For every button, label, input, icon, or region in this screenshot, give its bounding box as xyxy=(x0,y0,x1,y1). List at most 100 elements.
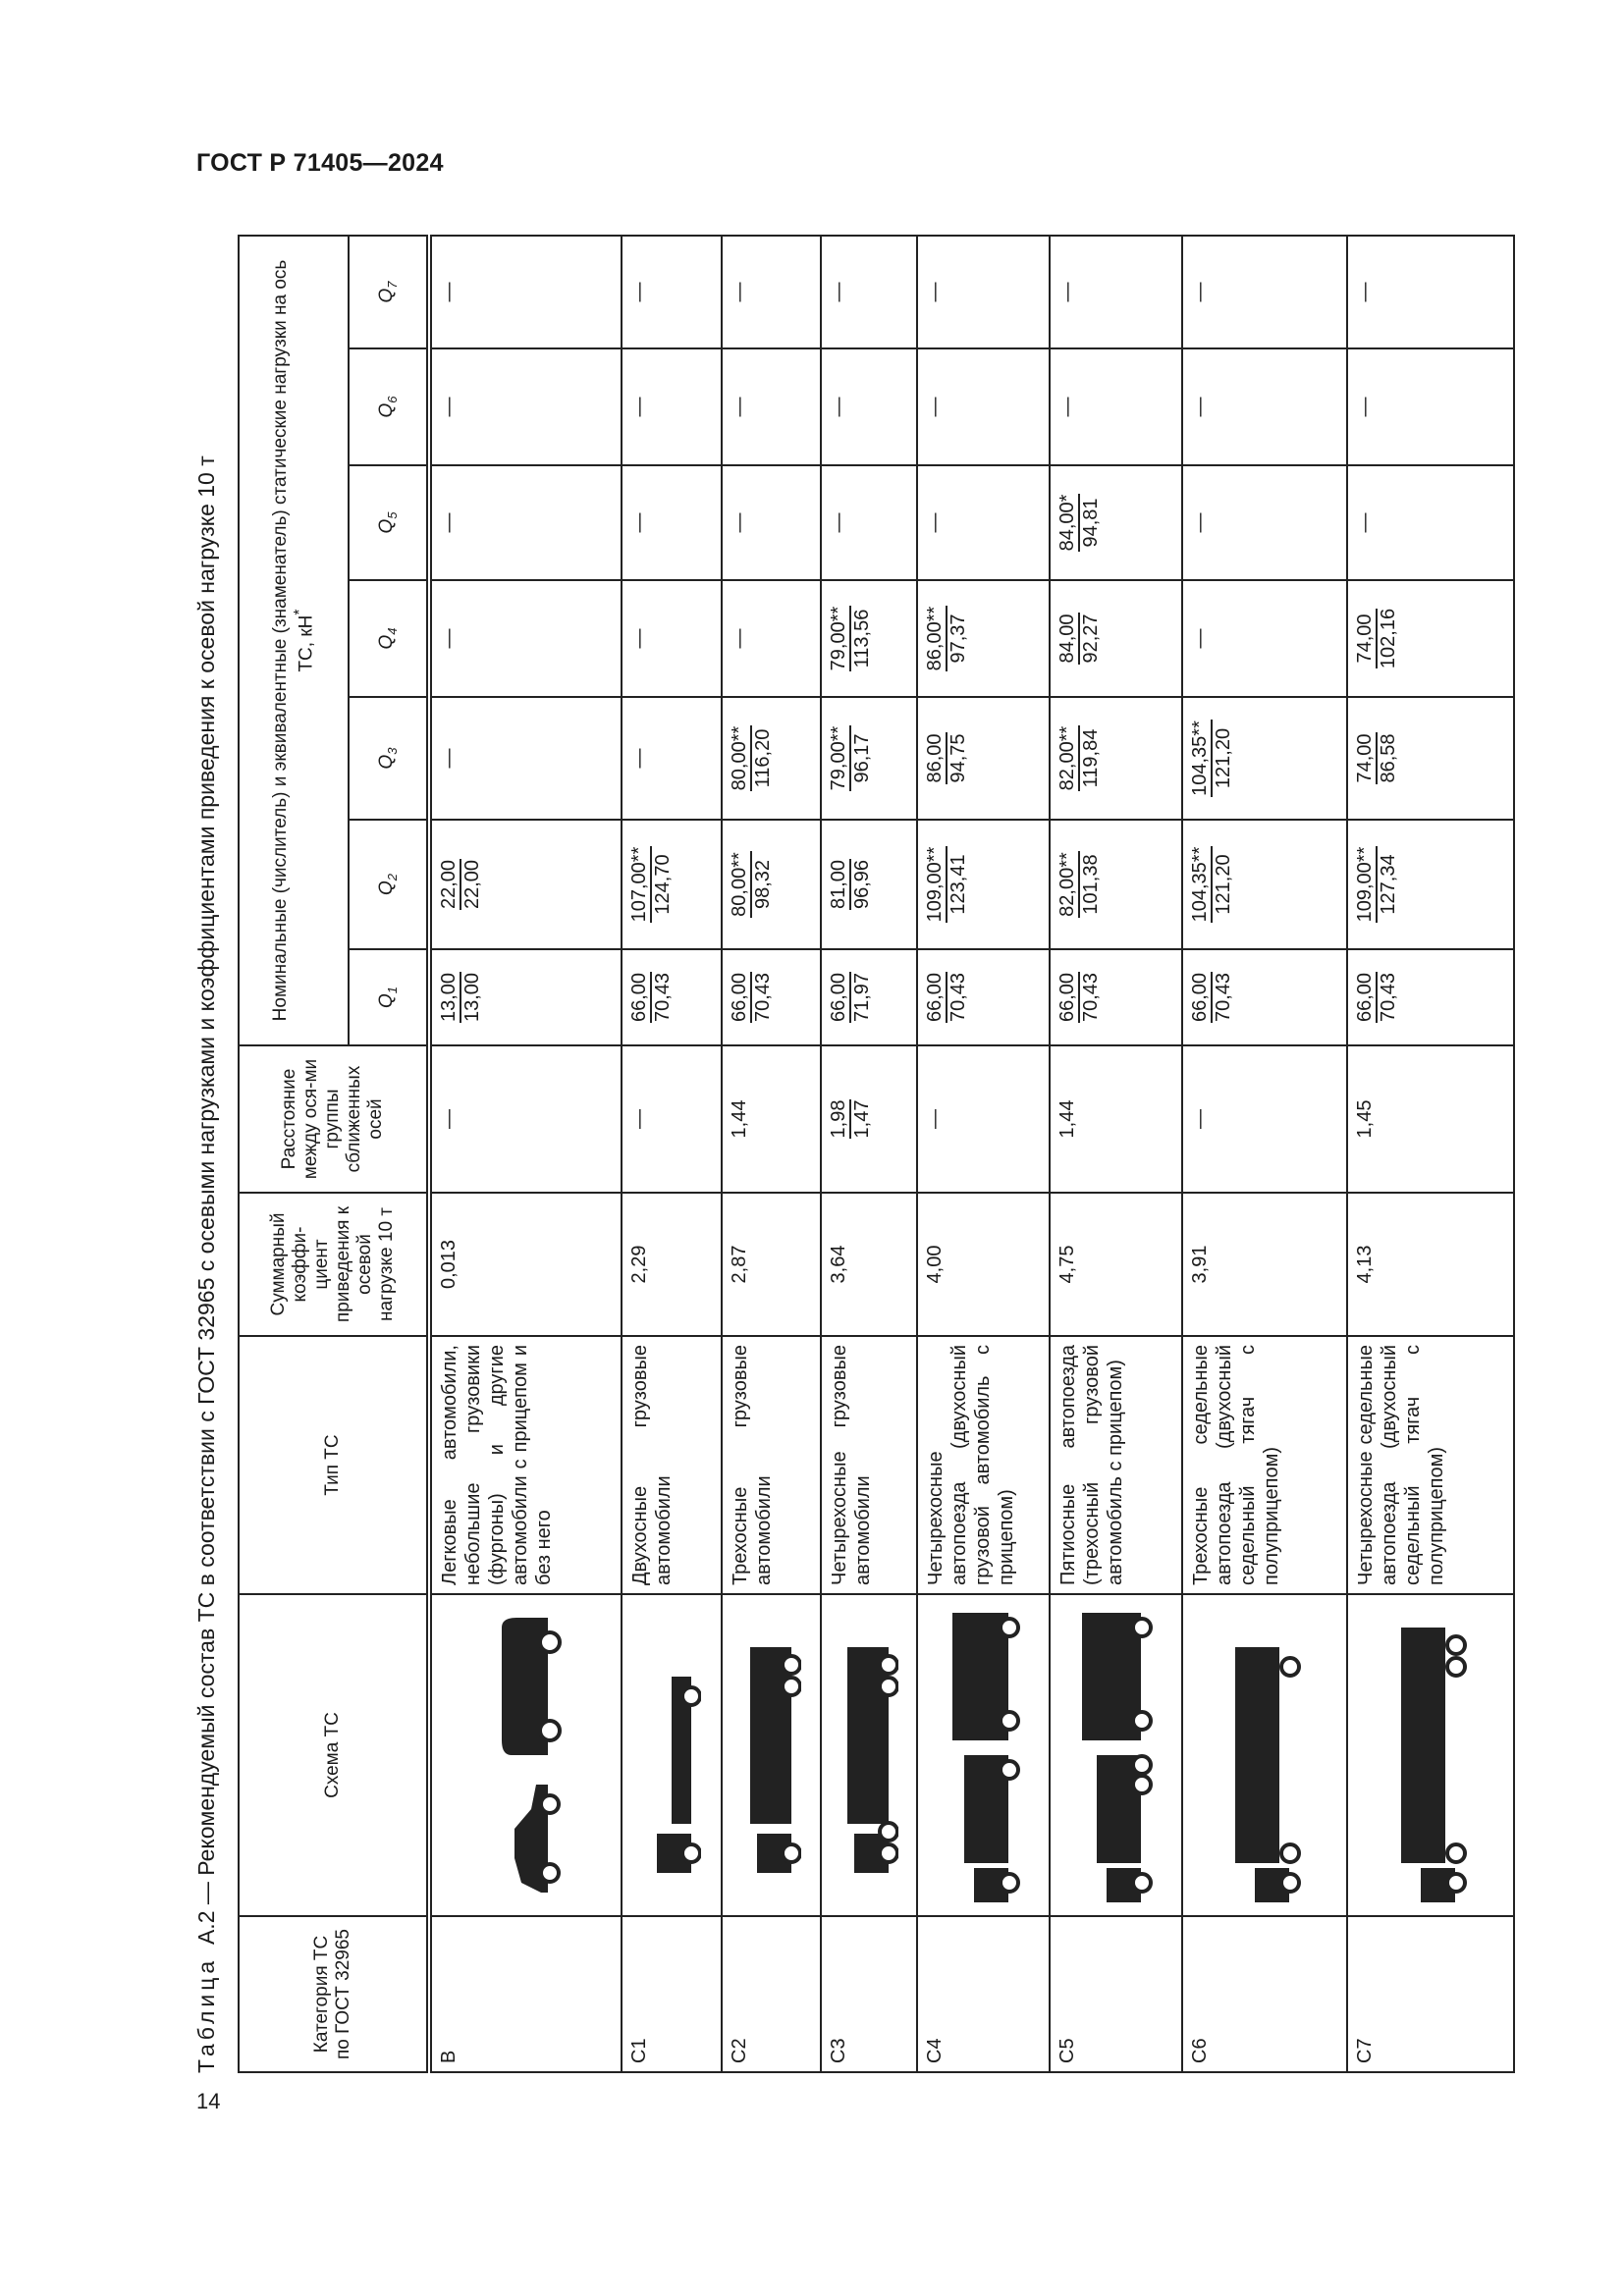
q7-cell: — xyxy=(917,236,1050,348)
equivalent-value: 101,38 xyxy=(1080,854,1102,915)
distance-cell: — xyxy=(429,1045,622,1193)
load-value: — xyxy=(1189,282,1211,302)
q3-cell: 79,00** 96,17 xyxy=(821,697,917,820)
type-cell: Пятиосные автопоезда (трехосный грузовой… xyxy=(1050,1336,1182,1594)
nominal-value: 66,00 xyxy=(828,971,851,1024)
q2-cell: 80,00** 98,32 xyxy=(722,820,821,949)
load-value: — xyxy=(628,748,650,769)
three-axle-semitrailer-icon xyxy=(1182,1594,1347,1916)
load-fraction: 104,35** 121,20 xyxy=(1189,720,1234,797)
table-row: С5 Пятиосные автопоезда (трехосный грузо… xyxy=(1050,236,1182,2072)
q6-cell: — xyxy=(1050,348,1182,465)
load-fraction: 109,00** 127,34 xyxy=(1354,845,1399,924)
category-cell: С3 xyxy=(821,1916,917,2072)
q5-cell: 84,00* 94,81 xyxy=(1050,465,1182,580)
q5-cell: — xyxy=(1347,465,1514,580)
equivalent-value: 70,43 xyxy=(947,972,969,1023)
q3-cell: — xyxy=(429,697,622,820)
type-cell: Трехосные седельные автопоезда (двухосны… xyxy=(1182,1336,1347,1594)
category-cell: С2 xyxy=(722,1916,821,2072)
type-cell: Четырехосные седельные автопоезда (двухо… xyxy=(1347,1336,1514,1594)
q4-cell: — xyxy=(722,580,821,697)
load-fraction: 86,00** 97,37 xyxy=(924,605,969,672)
distance-value: 1,44 xyxy=(1056,1099,1078,1139)
category-cell: С5 xyxy=(1050,1916,1182,2072)
load-fraction: 82,00** 119,84 xyxy=(1056,724,1102,792)
q4-cell: 74,00 102,16 xyxy=(1347,580,1514,697)
q5-cell: — xyxy=(821,465,917,580)
load-fraction: 74,00 86,58 xyxy=(1354,732,1399,784)
q1-cell: 66,00 71,97 xyxy=(821,949,917,1045)
caption-label: Таблица xyxy=(193,1956,219,2073)
coefficient-cell: 0,013 xyxy=(429,1193,622,1336)
distance-cell: 1,44 xyxy=(722,1045,821,1193)
three-axle-truck-icon xyxy=(722,1594,821,1916)
document-header: ГОСТ Р 71405—2024 xyxy=(196,149,444,177)
header-coefficient: Суммарный коэффи-циент приведения к осев… xyxy=(239,1193,429,1336)
header-distance: Расстояние между ося-ми группы сближенны… xyxy=(239,1045,429,1193)
load-fraction: 66,00 70,43 xyxy=(628,971,674,1024)
distance-cell: 1,98 1,47 xyxy=(821,1045,917,1193)
load-fraction: 107,00** 124,70 xyxy=(628,845,674,924)
load-fraction: 82,00** 101,38 xyxy=(1056,851,1102,918)
load-value: — xyxy=(924,282,946,302)
distance-cell: — xyxy=(622,1045,722,1193)
load-fraction: 109,00** 123,41 xyxy=(924,845,969,924)
distance-value: 1,44 xyxy=(729,1099,750,1139)
q6-cell: — xyxy=(429,348,622,465)
table-row: С3 Четырехосные грузовые автомобили 3,64… xyxy=(821,236,917,2072)
distance-value: — xyxy=(1189,1109,1211,1129)
equivalent-value: 124,70 xyxy=(652,854,674,915)
header-q1: Q1 xyxy=(349,949,429,1045)
load-fraction: 86,00 94,75 xyxy=(924,732,969,784)
caption-text: А.2 — Рекомендуемый состав ТС в соответс… xyxy=(193,455,219,1946)
q4-cell: — xyxy=(429,580,622,697)
q7-cell: — xyxy=(1347,236,1514,348)
table-row: С4 Четырехосные автопоезда (двухосный гр… xyxy=(917,236,1050,2072)
q1-cell: 66,00 70,43 xyxy=(722,949,821,1045)
q6-cell: — xyxy=(821,348,917,465)
q4-cell: 84,00 92,27 xyxy=(1050,580,1182,697)
load-fraction: 66,00 70,43 xyxy=(924,971,969,1024)
type-cell: Трехосные грузовые автомобили xyxy=(722,1336,821,1594)
q7-cell: — xyxy=(622,236,722,348)
q3-cell: 80,00** 116,20 xyxy=(722,697,821,820)
q4-cell: 79,00** 113,56 xyxy=(821,580,917,697)
q1-cell: 66,00 70,43 xyxy=(917,949,1050,1045)
equivalent-value: 94,75 xyxy=(947,733,969,783)
nominal-value: 81,00 xyxy=(828,858,851,911)
coefficient-cell: 4,00 xyxy=(917,1193,1050,1336)
q3-cell: 74,00 86,58 xyxy=(1347,697,1514,820)
q2-cell: 109,00** 123,41 xyxy=(917,820,1050,949)
load-fraction: 66,00 70,43 xyxy=(1056,971,1102,1024)
load-fraction: 66,00 70,43 xyxy=(1189,971,1234,1024)
four-axle-truck-icon xyxy=(821,1594,917,1916)
equivalent-value: 1,47 xyxy=(851,1099,873,1139)
truck-with-trailer-icon xyxy=(917,1594,1050,1916)
equivalent-value: 86,58 xyxy=(1378,733,1399,783)
page-number: 14 xyxy=(196,2089,221,2113)
equivalent-value: 121,20 xyxy=(1213,727,1234,789)
header-scheme: Схема ТС xyxy=(239,1594,429,1916)
equivalent-value: 96,96 xyxy=(851,859,873,910)
q5-cell: — xyxy=(622,465,722,580)
header-q7: Q7 xyxy=(349,236,429,348)
q4-cell: 86,00** 97,37 xyxy=(917,580,1050,697)
equivalent-value: 92,27 xyxy=(1080,614,1102,664)
coefficient-cell: 2,29 xyxy=(622,1193,722,1336)
load-value: — xyxy=(628,282,650,302)
equivalent-value: 116,20 xyxy=(752,728,774,788)
equivalent-value: 113,56 xyxy=(851,609,873,668)
coefficient-cell: 3,91 xyxy=(1182,1193,1347,1336)
equivalent-value: 102,16 xyxy=(1378,608,1399,669)
header-loads: Номинальные (числитель) и эквивалентные … xyxy=(239,236,349,1045)
load-fraction: 80,00** 98,32 xyxy=(729,851,774,918)
load-value: — xyxy=(1354,397,1376,417)
type-cell: Двухосные грузовые автомобили xyxy=(622,1336,722,1594)
q7-cell: — xyxy=(429,236,622,348)
header-type: Тип ТС xyxy=(239,1336,429,1594)
q2-cell: 22,00 22,00 xyxy=(429,820,622,949)
nominal-value: 66,00 xyxy=(1189,971,1213,1024)
q7-cell: — xyxy=(1050,236,1182,348)
distance-value: 1,45 xyxy=(1354,1099,1376,1139)
